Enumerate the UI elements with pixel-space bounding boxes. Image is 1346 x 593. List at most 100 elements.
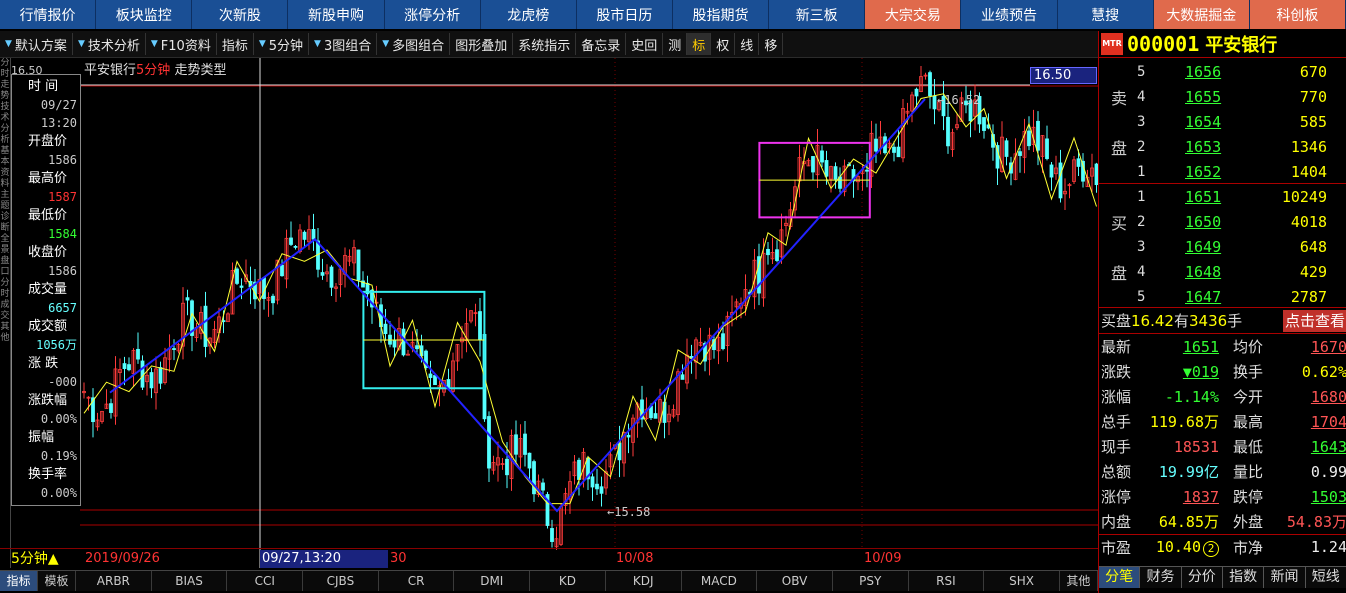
low-price-label: ←15.58 xyxy=(607,505,650,519)
toolbar-item[interactable]: 史回 xyxy=(626,33,664,55)
candle-body xyxy=(676,371,680,416)
toolbar-item[interactable]: 备忘录 xyxy=(576,33,627,55)
candle-body xyxy=(914,88,919,97)
indicator-tab[interactable]: 指标 xyxy=(0,571,38,591)
top-nav-item[interactable]: 次新股 xyxy=(192,0,289,29)
toolbar-item[interactable]: ▼ 3图组合 xyxy=(309,33,378,55)
candle-body xyxy=(428,373,433,378)
level-price: 1652 xyxy=(1185,162,1222,181)
toolbar-item[interactable]: ▼ 5分钟 xyxy=(254,33,310,55)
buy-level-row[interactable]: 5 1647 2787 xyxy=(1137,284,1346,309)
quote-tab[interactable]: 分笔 xyxy=(1099,567,1141,588)
candle-body xyxy=(815,145,820,176)
toolbar-item[interactable]: 系统指示 xyxy=(513,33,577,55)
toolbar-item[interactable]: 测 xyxy=(663,33,688,55)
top-nav-item[interactable]: 龙虎榜 xyxy=(481,0,577,29)
stock-code: 000001 xyxy=(1127,32,1200,56)
toolbar-item[interactable]: 权 xyxy=(711,33,736,55)
indicator-tab[interactable]: MACD xyxy=(682,571,758,591)
toolbar-item[interactable]: 线 xyxy=(735,33,760,55)
indicator-tab[interactable]: 其他 xyxy=(1060,571,1098,591)
candle-body xyxy=(1040,135,1045,157)
top-nav-item[interactable]: 股指期货 xyxy=(673,0,770,29)
level-volume: 1346 xyxy=(1290,137,1327,156)
toolbar-item[interactable]: ▼ F10资料 xyxy=(146,33,217,55)
stat-value: 1680 xyxy=(1310,387,1346,406)
period-label[interactable]: 5分钟▲ xyxy=(11,551,59,567)
candle-body xyxy=(595,483,599,490)
candle-body xyxy=(653,413,658,419)
candle-body xyxy=(806,159,811,167)
candle-body xyxy=(599,486,604,494)
click-view-button[interactable]: 点击查看 xyxy=(1282,310,1346,332)
sell-level-row[interactable]: 4 1655 770 xyxy=(1137,84,1346,109)
candle-body xyxy=(622,431,626,464)
top-nav-item[interactable]: 股市日历 xyxy=(577,0,673,29)
sell-level-row[interactable]: 5 1656 670 xyxy=(1137,59,1346,84)
candle-body xyxy=(928,72,932,97)
toolbar-item[interactable]: ▼ 默认方案 xyxy=(0,33,73,55)
toolbar-item[interactable]: 标 xyxy=(687,33,712,55)
dropdown-icon: ▼ xyxy=(382,39,390,49)
quote-tab[interactable]: 短线 xyxy=(1305,567,1346,588)
top-nav-item[interactable]: 新股申购 xyxy=(288,0,385,29)
stat-label: 涨幅 xyxy=(1101,388,1132,406)
toolbar-item[interactable]: 移 xyxy=(759,33,784,55)
candle-body xyxy=(352,247,356,264)
indicator-tab[interactable]: 模板 xyxy=(38,571,76,591)
buy-level-row[interactable]: 1 1651 10249 xyxy=(1137,184,1346,209)
top-nav-item[interactable]: 大宗交易 xyxy=(865,0,962,29)
quote-tab[interactable]: 新闻 xyxy=(1264,567,1306,588)
indicator-tab[interactable]: PSY xyxy=(833,571,909,591)
indicator-tab[interactable]: CJBS xyxy=(303,571,379,591)
indicator-tab[interactable]: KDJ xyxy=(606,571,682,591)
buy-level-row[interactable]: 3 1649 648 xyxy=(1137,234,1346,259)
sell-level-row[interactable]: 2 1653 1346 xyxy=(1137,134,1346,159)
candle-body xyxy=(239,285,244,288)
top-nav-item[interactable]: 新三板 xyxy=(769,0,866,29)
candle-body xyxy=(172,348,176,350)
sell-level-row[interactable]: 3 1654 585 xyxy=(1137,109,1346,134)
left-side-tabs[interactable]: 分时走势技术分析基本资料主题诊断全景盘口分时成交其他 xyxy=(0,58,11,568)
quote-tab[interactable]: 指数 xyxy=(1222,567,1265,588)
buy-level-row[interactable]: 2 1650 4018 xyxy=(1137,209,1346,234)
toolbar-item[interactable]: ▼ 多图组合 xyxy=(377,33,451,55)
top-nav-item[interactable]: 行情报价 xyxy=(0,0,97,29)
toolbar-item[interactable]: ▼ 技术分析 xyxy=(73,33,146,55)
candle-body xyxy=(136,348,140,360)
x-label-0: 2019/09/26 xyxy=(85,551,160,566)
indicator-tab[interactable]: CR xyxy=(379,571,455,591)
stat-label: 现手 xyxy=(1101,438,1132,456)
toolbar-item[interactable]: 指标 xyxy=(217,33,254,55)
indicator-tab[interactable]: BIAS xyxy=(152,571,228,591)
toolbar-item[interactable]: 图形叠加 xyxy=(450,33,514,55)
indicator-tab[interactable]: SHX xyxy=(984,571,1060,591)
sell-level-row[interactable]: 1 1652 1404 xyxy=(1137,159,1346,184)
amplitude-label: 振幅 xyxy=(28,430,55,445)
candle-body xyxy=(824,160,829,177)
indicator-tab[interactable]: DMI xyxy=(454,571,531,591)
indicator-tab[interactable]: ARBR xyxy=(76,571,152,591)
top-nav-item[interactable]: 大数据掘金 xyxy=(1153,0,1250,29)
candlestick-chart[interactable]: ←16.52 ←15.58 xyxy=(0,58,1098,568)
candle-body xyxy=(964,100,968,106)
top-nav-item[interactable]: 慧搜 xyxy=(1058,0,1154,29)
indicator-tab[interactable]: CCI xyxy=(227,571,304,591)
quote-tab[interactable]: 分价 xyxy=(1181,567,1223,588)
time-value: 13:20 xyxy=(40,116,77,130)
quote-tab[interactable]: 财务 xyxy=(1140,567,1182,588)
chart-canvas[interactable]: ←16.52 ←15.58 xyxy=(0,58,1098,568)
top-nav-item[interactable]: 业绩预告 xyxy=(961,0,1058,29)
candle-body xyxy=(1036,120,1040,151)
indicator-tab[interactable]: KD xyxy=(530,571,606,591)
candle-body xyxy=(127,364,131,371)
top-nav-item[interactable]: 板块监控 xyxy=(96,0,193,29)
period-text: 5分钟 xyxy=(11,551,48,567)
indicator-tab[interactable]: RSI xyxy=(909,571,985,591)
top-nav-item[interactable]: 涨停分析 xyxy=(385,0,481,29)
indicator-tab[interactable]: OBV xyxy=(757,571,833,591)
buy-summary: 买盘 16.42 有 3436 手 点击查看 xyxy=(1099,307,1346,334)
buy-level-row[interactable]: 4 1648 429 xyxy=(1137,259,1346,284)
mtr-icon[interactable]: MTR xyxy=(1101,33,1123,55)
top-nav-item[interactable]: 科创板 xyxy=(1249,0,1346,29)
